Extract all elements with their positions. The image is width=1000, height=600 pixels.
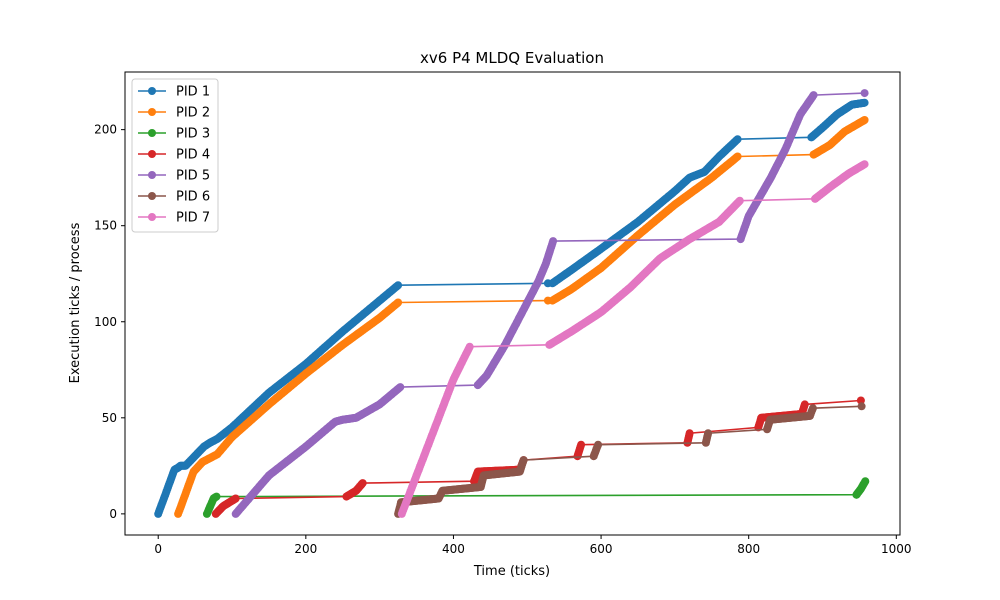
y-tick-label: 100: [94, 315, 117, 329]
data-point: [231, 494, 240, 503]
data-point: [396, 383, 405, 392]
y-tick-label: 150: [94, 219, 117, 233]
legend-label: PID 4: [176, 148, 210, 163]
legend-item: PID 6: [138, 190, 210, 205]
data-point: [733, 135, 742, 144]
legend-swatch-marker: [148, 213, 156, 221]
legend-item: PID 5: [138, 169, 210, 184]
data-point: [519, 456, 528, 465]
x-axis-label: Time (ticks): [473, 564, 550, 579]
data-point: [549, 237, 558, 246]
data-point: [860, 160, 869, 169]
legend-swatch-marker: [148, 87, 156, 95]
data-point: [358, 479, 367, 488]
series-pid-3: [202, 477, 870, 518]
data-point: [394, 298, 403, 307]
legend-label: PID 5: [176, 169, 210, 184]
legend-swatch-marker: [148, 192, 156, 200]
series-layer: [154, 89, 870, 518]
data-point: [465, 342, 474, 351]
data-point: [577, 440, 586, 449]
data-point: [808, 404, 817, 413]
legend-swatch-marker: [148, 171, 156, 179]
x-tick-label: 800: [737, 542, 760, 556]
legend: PID 1 PID 2 PID 3 PID 4 PID 5 PID 6 PID 7: [131, 78, 219, 233]
data-point: [860, 116, 869, 124]
x-tick-label: 600: [590, 542, 613, 556]
chart-title: xv6 P4 MLDQ Evaluation: [420, 49, 604, 67]
data-point: [861, 477, 870, 486]
plot-area: [125, 72, 900, 535]
x-tick-label: 400: [442, 542, 465, 556]
data-point: [857, 402, 866, 411]
data-point: [733, 152, 742, 161]
series-pid-5: [231, 89, 869, 518]
plot-frame: [124, 71, 901, 536]
data-point: [594, 440, 603, 449]
series-pid-1: [154, 98, 869, 518]
data-point: [212, 492, 221, 501]
ticks-layer: 0 200 400 600 800 1000 0 50 100 150 200: [94, 123, 911, 556]
data-point: [800, 400, 809, 409]
x-tick-label: 1000: [881, 542, 912, 556]
legend-label: PID 7: [176, 211, 210, 226]
legend-item: PID 2: [138, 106, 210, 121]
data-point: [735, 196, 744, 205]
data-point: [685, 429, 694, 438]
legend-item: PID 7: [138, 211, 210, 226]
data-point: [860, 89, 869, 98]
legend-item: PID 4: [138, 148, 210, 163]
legend-item: PID 1: [138, 85, 210, 100]
legend-label: PID 6: [176, 190, 210, 205]
legend-swatch-marker: [148, 150, 156, 158]
y-axis-label: Execution ticks / process: [68, 222, 83, 383]
legend-item: PID 3: [138, 127, 210, 142]
data-point: [856, 396, 865, 405]
data-point: [860, 98, 869, 107]
y-tick-label: 0: [109, 507, 117, 521]
x-tick-label: 200: [294, 542, 317, 556]
legend-swatch-marker: [148, 129, 156, 137]
legend-label: PID 2: [176, 106, 210, 121]
series-pid-2: [174, 116, 869, 518]
data-point: [704, 429, 713, 438]
series-pid-7: [397, 160, 869, 518]
data-point: [394, 281, 403, 290]
y-tick-label: 200: [94, 123, 117, 137]
y-tick-label: 50: [102, 411, 117, 425]
data-point: [809, 91, 818, 100]
legend-label: PID 3: [176, 127, 210, 142]
legend-swatch-marker: [148, 108, 156, 116]
x-tick-label: 0: [154, 542, 162, 556]
legend-label: PID 1: [176, 85, 210, 100]
